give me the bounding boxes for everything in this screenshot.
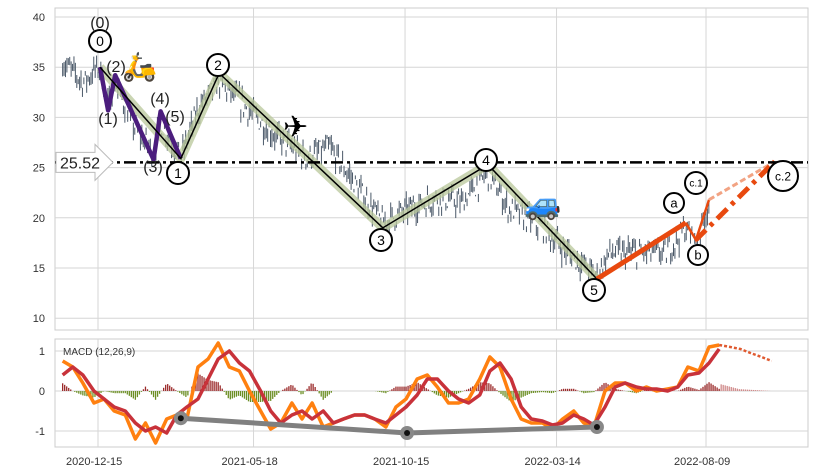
subwave-label: (1) [98,111,118,128]
price-ytick-label: 10 [33,313,45,325]
scooter-icon: 🛵 [122,51,157,83]
x-tick-label: 2020-12-15 [66,456,122,468]
subwave-label: (5) [165,109,185,126]
macd-title: MACD (12,26,9) [63,347,135,358]
wave-label-4: 4 [482,152,490,168]
sub-wave-line [97,66,183,162]
price-ytick-label: 20 [33,213,45,225]
wave-label-5: 5 [590,282,598,298]
airplane-icon: ✈ [283,111,308,144]
wave-label-b: b [694,248,701,263]
wave-label-c1-circle [684,171,708,195]
wave-label-b-circle [687,244,709,266]
signal-line [61,347,721,435]
projection-c1-c2 [708,160,776,202]
car-icon: 🚙 [524,188,561,222]
price-panel: 10 15 20 25 30 35 40 25.52 0 1 2 3 4 5 (0) (1) (2) (3) (… [33,7,809,331]
wave-label-2-circle [206,53,230,77]
wave-label-c2-circle [767,160,799,192]
primary-wave-line [99,66,598,280]
price-arrow-label-box [55,143,114,182]
subwave-label: (2) [106,59,126,76]
x-tick-label: 2022-03-14 [525,456,581,468]
wave-label-a-circle [663,192,685,214]
price-ytick-label: 15 [33,263,45,275]
wave-label-3: 3 [377,232,385,248]
price-arrow-label: 25.52 [60,155,100,172]
macd-ytick-label: 1 [39,346,45,358]
macd-line-projection [718,343,773,363]
corrective-wave-5-a [595,220,688,282]
wave-label-a: a [670,196,678,211]
price-ytick-label: 25 [33,163,45,175]
price-ytick-label: 40 [33,12,45,24]
wave-label-4-circle [474,148,498,172]
x-tick-label: 2021-10-15 [373,456,429,468]
x-tick-label: 2022-08-09 [674,456,730,468]
subwave-label: (3) [143,159,163,176]
divergence-point [404,430,411,436]
x-tick-label: 2021-05-18 [222,456,278,468]
subwave-label: (4) [150,91,170,108]
divergence-point [593,424,600,430]
wave-label-2: 2 [214,57,222,73]
subwave-label: (0) [90,15,110,32]
wave-label-0: 0 [96,33,104,49]
wave-label-c1: c.1 [689,179,703,190]
macd-plot-area [54,338,809,448]
wave-label-1: 1 [174,165,182,181]
price-ytick-label: 30 [33,112,45,124]
macd-ytick-label: -1 [35,426,45,438]
wave-label-c2: c.2 [775,169,791,183]
wave-label-5-circle [582,278,606,302]
projection-b-c2 [694,159,777,242]
price-ytick-label: 35 [33,62,45,74]
wave-label-3-circle [369,228,393,252]
macd-panel: 1 0 -1 MACD (12,26,9) [35,338,809,448]
macd-ytick-label: 0 [39,386,45,398]
wave-label-1-circle [166,161,190,185]
divergence-point [177,415,184,422]
wave-label-0-circle [88,29,112,53]
